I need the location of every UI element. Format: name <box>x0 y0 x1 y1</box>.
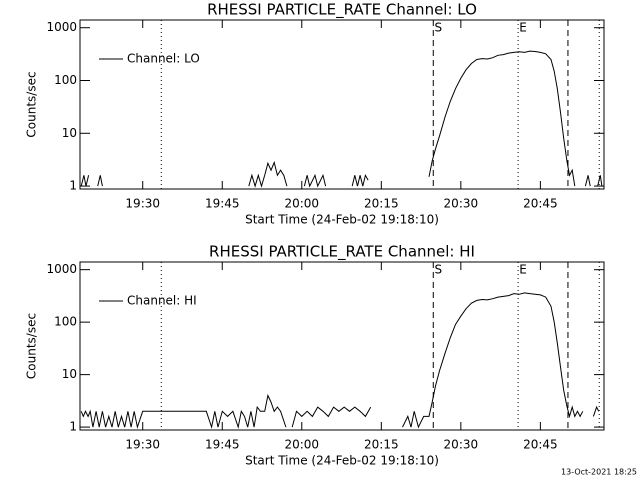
plot-frame <box>79 19 605 190</box>
x-tick-label: 20:30 <box>444 438 479 452</box>
data-line <box>351 173 369 187</box>
y-tick-label: 1 <box>69 179 77 193</box>
data-line <box>80 175 90 187</box>
x-tick-label: 20:00 <box>284 438 319 452</box>
x-tick-label: 20:45 <box>523 197 558 211</box>
marker-label: S <box>434 21 442 35</box>
data-line <box>592 405 600 417</box>
x-tick-label: 19:30 <box>125 438 160 452</box>
chart-title: RHESSI PARTICLE_RATE Channel: HI <box>209 243 475 262</box>
chart-title: RHESSI PARTICLE_RATE Channel: LO <box>207 1 477 20</box>
data-line <box>597 175 603 187</box>
x-axis-label: Start Time (24-Feb-02 19:18:10) <box>245 213 439 227</box>
y-tick-label: 1 <box>69 420 77 434</box>
x-tick-label: 19:45 <box>205 197 240 211</box>
y-axis-label: Counts/sec <box>25 313 39 379</box>
data-line <box>248 160 288 188</box>
x-tick-label: 20:15 <box>364 438 399 452</box>
y-tick-label: 10 <box>62 126 77 140</box>
legend-label: Channel: HI <box>127 294 197 308</box>
x-axis-label: Start Time (24-Feb-02 19:18:10) <box>245 454 439 468</box>
y-tick-label: 1000 <box>46 20 77 34</box>
data-line <box>291 406 372 428</box>
data-line <box>97 175 103 187</box>
y-axis-label: Counts/sec <box>25 71 39 137</box>
x-tick-label: 20:00 <box>284 197 319 211</box>
marker-label: E <box>519 21 527 35</box>
marker-label: S <box>434 263 442 277</box>
x-tick-label: 20:30 <box>444 197 479 211</box>
y-tick-label: 100 <box>54 73 77 87</box>
x-tick-label: 20:45 <box>523 438 558 452</box>
footer-stamp: 13-Oct-2021 18:25 <box>561 468 637 477</box>
legend-label: Channel: LO <box>127 52 200 66</box>
data-line <box>402 292 584 429</box>
plot-frame <box>79 261 605 431</box>
data-line <box>428 50 576 187</box>
marker-label: E <box>519 263 527 277</box>
data-line <box>303 173 327 188</box>
x-tick-label: 19:45 <box>205 438 240 452</box>
y-tick-label: 10 <box>62 367 77 381</box>
x-tick-label: 20:15 <box>364 197 399 211</box>
y-tick-label: 1000 <box>46 262 77 276</box>
x-tick-label: 19:30 <box>125 197 160 211</box>
y-tick-label: 100 <box>54 315 77 329</box>
data-line <box>584 175 591 187</box>
data-line <box>80 393 287 430</box>
